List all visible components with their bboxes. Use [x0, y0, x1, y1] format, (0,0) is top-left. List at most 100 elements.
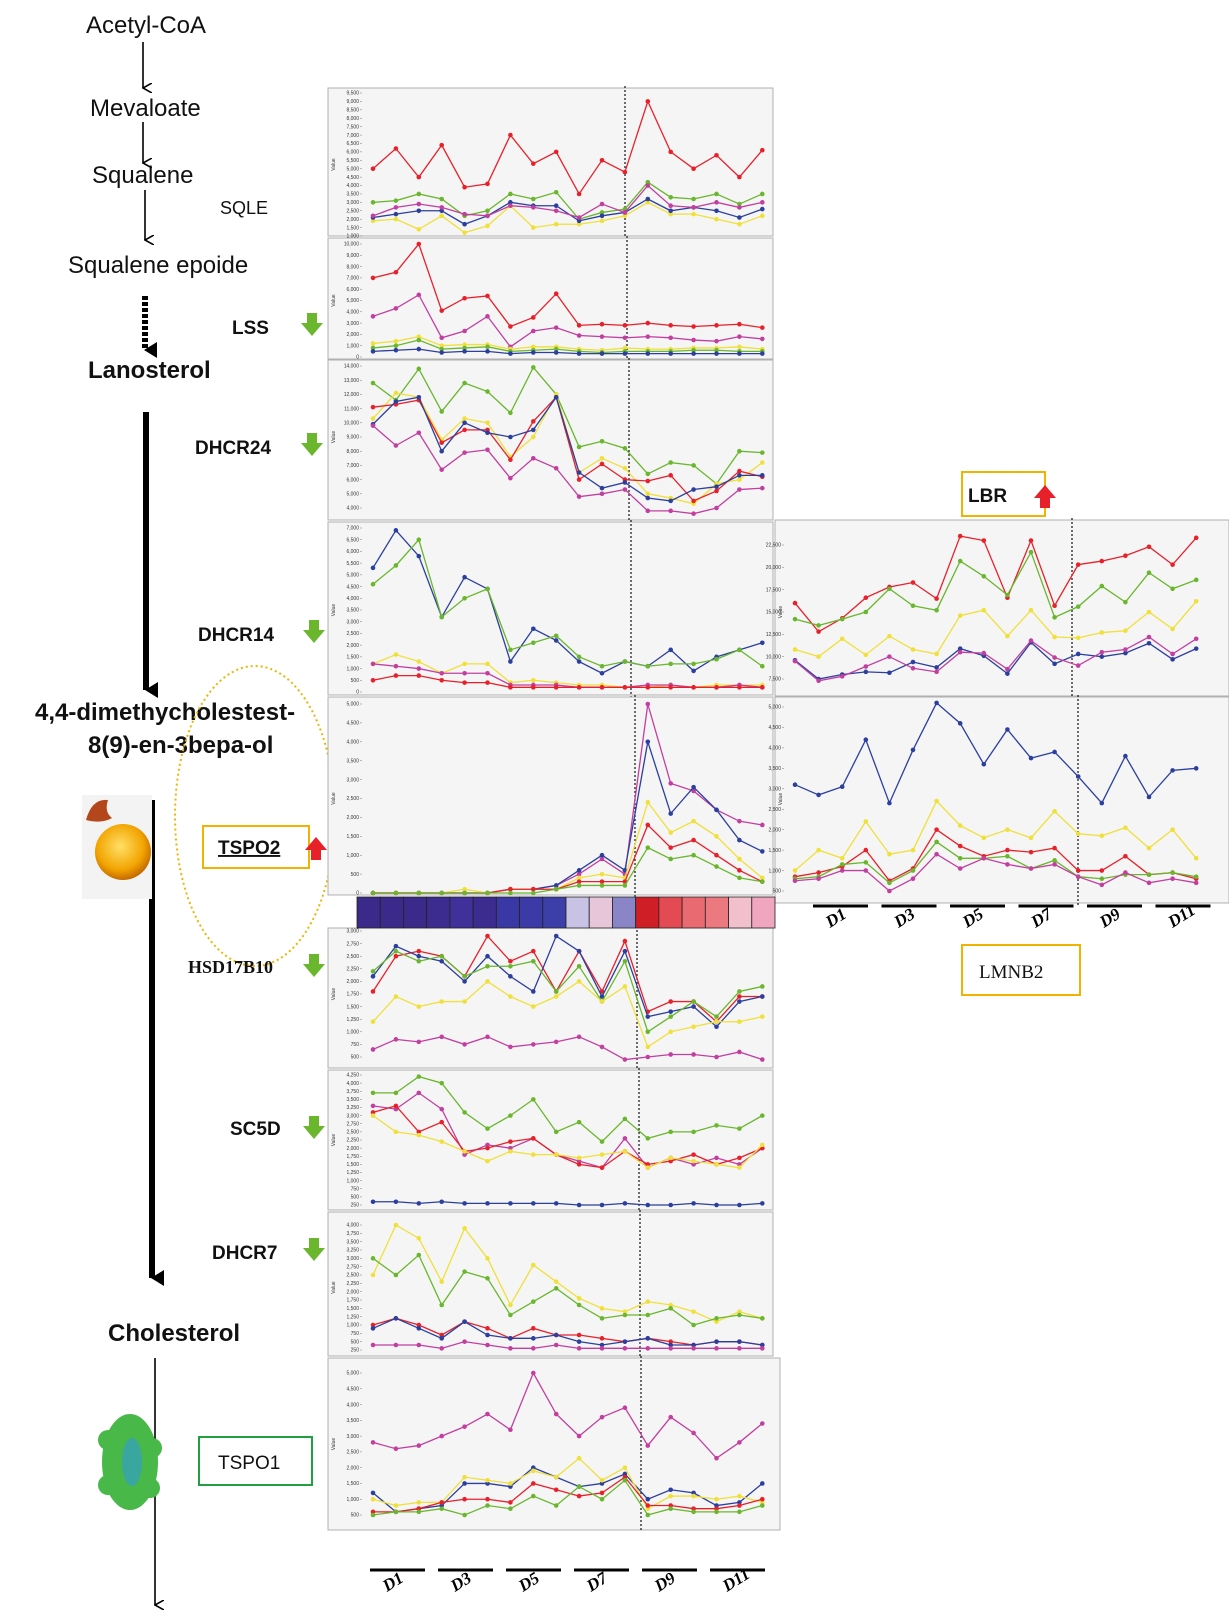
point — [646, 1443, 651, 1448]
point — [508, 1313, 513, 1318]
point — [577, 1120, 582, 1125]
point — [887, 852, 892, 857]
point — [737, 999, 742, 1004]
point — [394, 399, 399, 404]
point — [394, 994, 399, 999]
point — [394, 443, 399, 448]
point — [760, 879, 765, 884]
day-label: D9 — [1095, 904, 1124, 932]
point — [714, 1339, 719, 1344]
point — [691, 212, 696, 217]
point — [554, 1487, 559, 1492]
point — [737, 648, 742, 653]
point — [462, 1481, 467, 1486]
point — [646, 1299, 651, 1304]
y-tick-label: 7,000 — [346, 463, 359, 469]
point — [714, 192, 719, 197]
point — [531, 989, 536, 994]
point — [485, 587, 490, 592]
point — [462, 1042, 467, 1047]
point — [439, 954, 444, 959]
point — [1170, 657, 1175, 662]
point — [577, 215, 582, 220]
charts: 1,0001,5002,0002,5003,0003,5004,0004,500… — [188, 86, 1229, 1532]
y-tick-label: 5,000 — [346, 166, 359, 172]
point — [691, 499, 696, 504]
point — [623, 480, 628, 485]
point — [646, 702, 651, 707]
point — [485, 1035, 490, 1040]
point — [1194, 646, 1199, 651]
point — [737, 351, 742, 356]
point — [394, 563, 399, 568]
point — [737, 1165, 742, 1170]
point — [1029, 866, 1034, 871]
point — [1076, 663, 1081, 668]
y-tick-label: 500 — [351, 1339, 360, 1345]
point — [646, 1045, 651, 1050]
gene-label: TSPO1 — [218, 1453, 280, 1474]
point — [439, 1500, 444, 1505]
point — [668, 1014, 673, 1019]
point — [462, 222, 467, 227]
point — [485, 954, 490, 959]
point — [371, 1113, 376, 1118]
point — [691, 662, 696, 667]
y-axis-label: Value — [778, 606, 784, 619]
y-tick-label: 4,500 — [768, 725, 781, 731]
point — [982, 608, 987, 613]
point — [531, 1346, 536, 1351]
point — [1052, 662, 1057, 667]
y-tick-label: 4,000 — [346, 596, 359, 602]
point — [691, 511, 696, 516]
point — [1123, 825, 1128, 830]
point — [554, 1412, 559, 1417]
point — [646, 1030, 651, 1035]
point — [577, 655, 582, 660]
y-tick-label: 9,000 — [346, 99, 359, 105]
point — [646, 740, 651, 745]
y-tick-label: 5,500 — [346, 158, 359, 164]
point — [911, 666, 916, 671]
heatmap-cell — [729, 897, 752, 928]
point — [485, 1326, 490, 1331]
point — [737, 205, 742, 210]
point — [1052, 858, 1057, 863]
point — [958, 650, 963, 655]
point — [508, 974, 513, 979]
point — [531, 197, 536, 202]
point — [737, 449, 742, 454]
point — [691, 1309, 696, 1314]
point — [531, 1481, 536, 1486]
point — [485, 389, 490, 394]
point — [600, 853, 605, 858]
point — [840, 674, 845, 679]
y-tick-label: 4,500 — [346, 175, 359, 181]
point — [554, 638, 559, 643]
heatmap-cell — [659, 897, 682, 928]
point — [417, 1004, 422, 1009]
point — [394, 1037, 399, 1042]
point — [508, 351, 513, 356]
point — [691, 197, 696, 202]
point — [760, 1421, 765, 1426]
point — [531, 225, 536, 230]
day-label: D3 — [446, 1568, 475, 1596]
point — [793, 647, 798, 652]
y-tick-label: 750 — [351, 1042, 360, 1048]
point — [958, 559, 963, 564]
point — [577, 1456, 582, 1461]
point — [394, 1199, 399, 1204]
point — [577, 1203, 582, 1208]
y-axis-label: Value — [331, 294, 337, 307]
point — [668, 323, 673, 328]
y-tick-label: 6,000 — [346, 477, 359, 483]
point — [691, 463, 696, 468]
line-chart: 2505007501,0001,2501,5001,7502,0002,2502… — [328, 1210, 773, 1358]
point — [668, 845, 673, 850]
panel — [328, 522, 773, 695]
point — [508, 891, 513, 896]
point — [958, 721, 963, 726]
point — [668, 1203, 673, 1208]
point — [531, 365, 536, 370]
